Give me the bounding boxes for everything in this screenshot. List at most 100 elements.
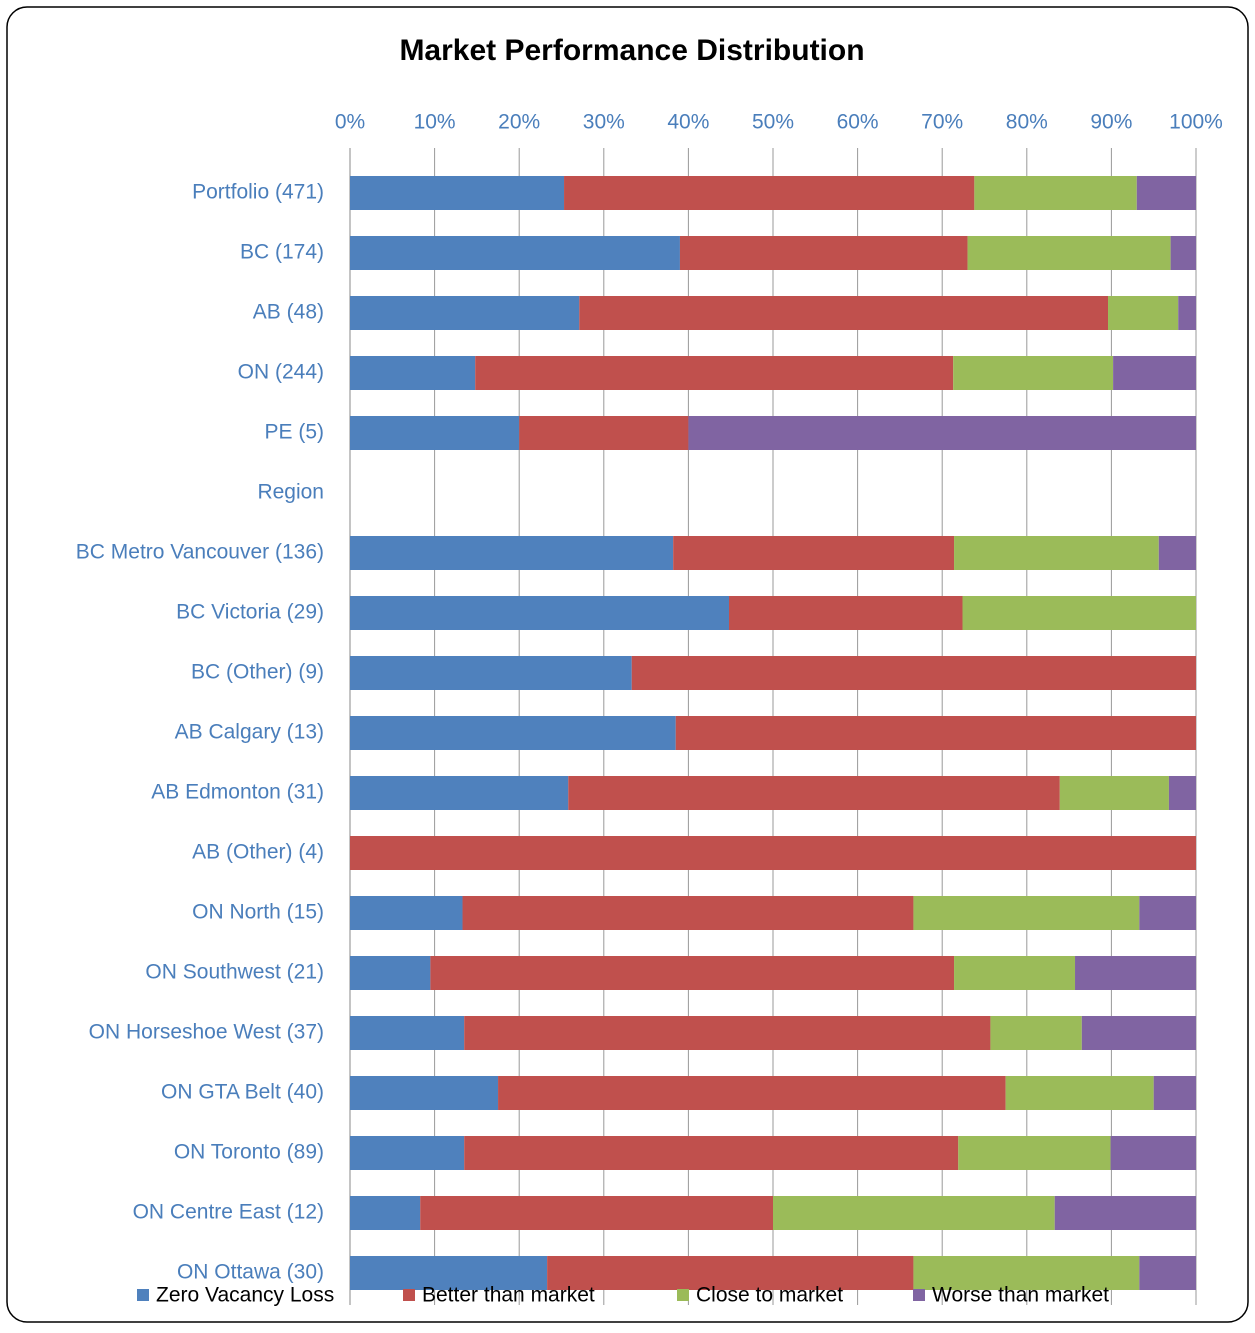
y-tick-label: ON North (15) <box>192 901 324 924</box>
y-tick-label: AB (48) <box>253 301 324 324</box>
legend-swatch <box>137 1289 149 1301</box>
y-tick-label: AB (Other) (4) <box>192 841 324 864</box>
bar-segment <box>475 356 954 390</box>
y-tick-label: BC Metro Vancouver (136) <box>76 541 324 564</box>
bar-segment <box>350 836 1196 870</box>
bar-segment <box>673 536 955 570</box>
bar-segment <box>962 596 1196 630</box>
bar-segment <box>519 416 689 450</box>
y-tick-label: Region <box>257 481 324 504</box>
bar-segment <box>547 1256 914 1290</box>
legend-swatch <box>677 1289 689 1301</box>
bar-segment <box>350 1196 421 1230</box>
bar-segment <box>958 1136 1111 1170</box>
y-tick-label: ON GTA Belt (40) <box>161 1081 324 1104</box>
x-tick-label: 70% <box>921 111 963 134</box>
legend-swatch <box>403 1289 415 1301</box>
bar-segment <box>967 236 1171 270</box>
bar-segment <box>773 1196 1055 1230</box>
bar-segment <box>913 1256 1140 1290</box>
bar-segment <box>1113 356 1196 390</box>
x-tick-label: 0% <box>335 111 365 134</box>
bar-segment <box>350 776 569 810</box>
bar-segment <box>1153 1076 1196 1110</box>
y-tick-label: BC (174) <box>240 241 324 264</box>
bar-segment <box>1054 1196 1196 1230</box>
bar-segment <box>1110 1136 1196 1170</box>
y-tick-label: AB Edmonton (31) <box>151 781 324 804</box>
bar-segment <box>579 296 1109 330</box>
bar-segment <box>350 1076 499 1110</box>
y-tick-label: ON Centre East (12) <box>133 1201 324 1224</box>
bar-segment <box>420 1196 773 1230</box>
x-tick-label: 50% <box>752 111 794 134</box>
x-tick-label: 100% <box>1169 111 1223 134</box>
bar-segment <box>631 656 1196 690</box>
bar-segment <box>1170 236 1196 270</box>
bar-segment <box>1081 1016 1196 1050</box>
bar-segment <box>350 236 680 270</box>
bar-segment <box>1139 896 1196 930</box>
bar-segment <box>1059 776 1169 810</box>
y-tick-label: ON Toronto (89) <box>174 1141 324 1164</box>
y-tick-label: PE (5) <box>264 421 324 444</box>
x-tick-label: 60% <box>837 111 879 134</box>
bar-segment <box>675 716 1196 750</box>
bar-segment <box>464 1016 991 1050</box>
bar-segment <box>350 896 463 930</box>
y-tick-label: ON (244) <box>238 361 324 384</box>
chart-title: Market Performance Distribution <box>399 34 864 67</box>
bar-segment <box>350 356 476 390</box>
y-tick-label: ON Southwest (21) <box>145 961 324 984</box>
y-tick-label: BC (Other) (9) <box>191 661 324 684</box>
bar-segment <box>350 1016 465 1050</box>
bar-segment <box>729 596 963 630</box>
bar-segment <box>350 716 676 750</box>
bar-segment <box>568 776 1060 810</box>
bar-segment <box>430 956 955 990</box>
bar-segment <box>679 236 968 270</box>
y-tick-label: BC Victoria (29) <box>176 601 324 624</box>
bar-segment <box>1108 296 1179 330</box>
bar-segment <box>464 1136 959 1170</box>
bar-segment <box>1168 776 1196 810</box>
legend-label: Close to market <box>696 1284 843 1307</box>
x-tick-label: 90% <box>1090 111 1132 134</box>
x-tick-label: 10% <box>414 111 456 134</box>
bar-segment <box>688 416 1196 450</box>
bar-segment <box>350 1256 548 1290</box>
legend-label: Zero Vacancy Loss <box>156 1284 334 1307</box>
legend-swatch <box>913 1289 925 1301</box>
x-tick-label: 40% <box>667 111 709 134</box>
bar-segment <box>1158 536 1196 570</box>
bar-segment <box>1139 1256 1196 1290</box>
bar-segment <box>350 536 674 570</box>
bar-segment <box>1075 956 1196 990</box>
bar-segment <box>350 296 580 330</box>
bar-segment <box>350 956 431 990</box>
bar-segment <box>954 536 1159 570</box>
bar-segment <box>974 176 1137 210</box>
bar-segment <box>1136 176 1196 210</box>
x-tick-label: 30% <box>583 111 625 134</box>
x-tick-label: 20% <box>498 111 540 134</box>
bar-segment <box>913 896 1140 930</box>
bar-segment <box>350 176 565 210</box>
y-tick-label: Portfolio (471) <box>192 181 324 204</box>
y-tick-label: ON Horseshoe West (37) <box>89 1021 324 1044</box>
bar-segment <box>350 416 520 450</box>
bar-segment <box>350 1136 465 1170</box>
bar-segment <box>498 1076 1006 1110</box>
bar-segment <box>350 596 730 630</box>
bar-segment <box>953 356 1114 390</box>
bar-segment <box>462 896 914 930</box>
legend-label: Worse than market <box>932 1284 1109 1307</box>
bar-segment <box>1178 296 1196 330</box>
bar-segment <box>564 176 975 210</box>
bar-segment <box>990 1016 1082 1050</box>
bar-segment <box>1005 1076 1154 1110</box>
y-tick-label: AB Calgary (13) <box>175 721 324 744</box>
legend-label: Better than market <box>422 1284 595 1307</box>
y-tick-label: ON Ottawa (30) <box>177 1261 324 1284</box>
